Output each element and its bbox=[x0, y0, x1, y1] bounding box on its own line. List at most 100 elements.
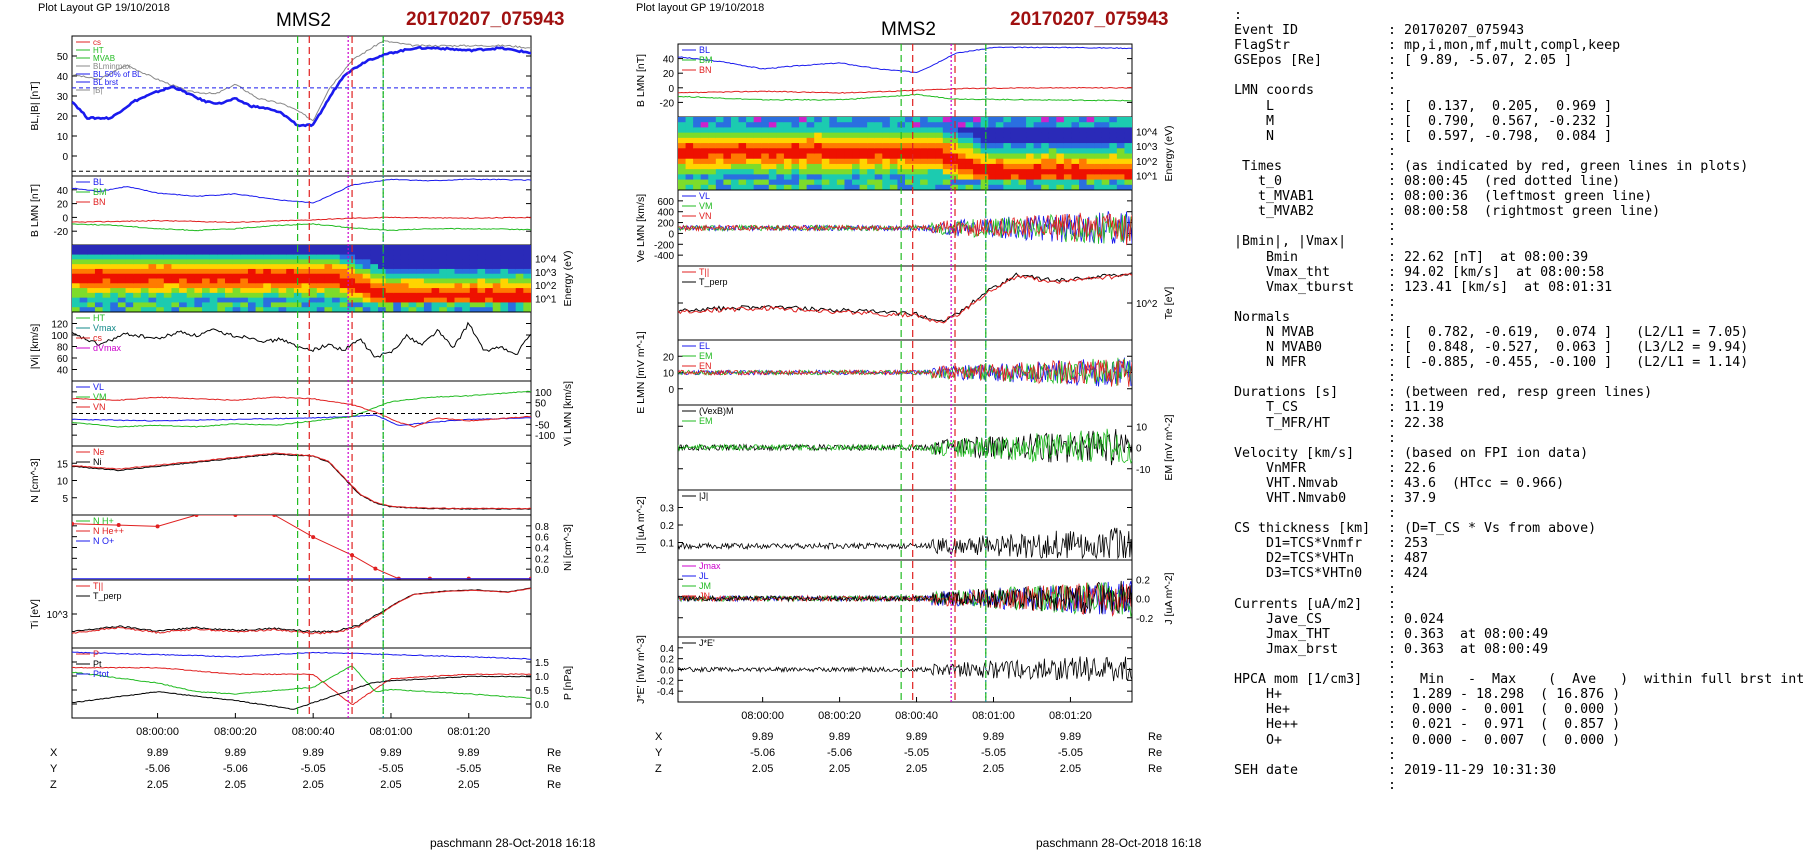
ephemeris-value: 2.05 bbox=[983, 763, 1004, 775]
spectrogram-cell bbox=[462, 259, 471, 265]
spectrogram-cell bbox=[723, 174, 732, 181]
spectrogram-cell bbox=[768, 174, 777, 181]
spectrogram-cell bbox=[179, 268, 188, 275]
spectrogram-cell bbox=[791, 169, 800, 175]
spectrogram-cell bbox=[905, 143, 914, 149]
spectrogram-cell bbox=[1018, 179, 1027, 186]
spectrogram-cell bbox=[240, 264, 249, 270]
spectrogram-cell bbox=[408, 273, 417, 280]
spectrogram-cell bbox=[723, 137, 732, 144]
spectrogram-cell bbox=[485, 278, 494, 284]
spectrogram-cell bbox=[738, 169, 747, 175]
spectrogram-cell bbox=[316, 292, 326, 299]
y-tick-label: 0.0 bbox=[535, 700, 549, 711]
info-sep: : bbox=[1388, 445, 1397, 461]
spectrogram-cell bbox=[477, 288, 486, 294]
spectrogram-cell bbox=[973, 153, 982, 160]
y-tick-label: 0.2 bbox=[660, 521, 674, 532]
spectrogram-cell bbox=[293, 307, 303, 312]
spectrogram-cell bbox=[685, 148, 694, 155]
panel-frame bbox=[677, 404, 1133, 491]
spectrogram-cell bbox=[1079, 117, 1088, 123]
spectrogram-cell bbox=[378, 273, 387, 280]
spectrogram-cell bbox=[1010, 179, 1020, 186]
spectrogram-cell bbox=[738, 137, 747, 144]
spectrogram-cell bbox=[515, 288, 524, 294]
spectrogram-cell bbox=[454, 264, 463, 270]
spectrogram-cell bbox=[232, 302, 241, 308]
spectrogram-cell bbox=[995, 117, 1004, 123]
spectrogram-cell bbox=[1079, 174, 1088, 181]
spectrogram-cell bbox=[1124, 127, 1132, 134]
spectrogram-cell bbox=[324, 249, 333, 256]
spectrogram-cell bbox=[1033, 158, 1042, 165]
spectrogram-cell bbox=[1086, 148, 1095, 155]
spectrogram-cell bbox=[799, 174, 808, 181]
spectrogram-cell bbox=[1079, 132, 1088, 139]
spectrogram-cell bbox=[799, 117, 808, 123]
spectrogram-cell bbox=[995, 184, 1004, 190]
spectrogram-cell bbox=[87, 273, 96, 280]
y-axis-label: Energy (eV) bbox=[562, 250, 574, 306]
ephemeris-value: -5.06 bbox=[750, 747, 775, 759]
spectrogram-cell bbox=[806, 163, 815, 170]
spectrogram-cell bbox=[1109, 122, 1118, 129]
spectrogram-cell bbox=[700, 127, 709, 134]
spectrogram-cell bbox=[1124, 122, 1132, 129]
spectrogram-cell bbox=[186, 302, 195, 308]
spectrogram-cell bbox=[1010, 143, 1020, 149]
spectrogram-cell bbox=[370, 268, 379, 275]
spectrogram-cell bbox=[678, 153, 687, 160]
spectrogram-cell bbox=[995, 158, 1004, 165]
spectrogram-cell bbox=[776, 169, 785, 175]
spectrogram-cell bbox=[980, 169, 989, 175]
y-axis-label: |Vi| [km/s] bbox=[29, 324, 41, 370]
spectrogram-cell bbox=[753, 137, 762, 144]
info-value: 43.6 (HTcc = 0.966) bbox=[1404, 475, 1565, 491]
spectrogram-cell bbox=[179, 307, 188, 312]
spectrogram-cell bbox=[753, 158, 762, 165]
spectrogram-cell bbox=[1056, 163, 1065, 170]
spectrogram-cell bbox=[708, 143, 717, 149]
panel-Ti: 10^3Ti [eV]T||T_perp bbox=[29, 579, 532, 649]
legend-label: P bbox=[93, 649, 99, 659]
ephemeris-value: 9.89 bbox=[829, 731, 850, 743]
spectrogram-cell bbox=[1018, 117, 1027, 123]
spectrogram-cell bbox=[1124, 179, 1132, 186]
spectrogram-cell bbox=[477, 245, 486, 251]
spectrogram-cell bbox=[186, 278, 195, 284]
panel-electron-spectrogram: 10^110^210^310^4 Energy (eV) bbox=[677, 116, 1175, 191]
spectrogram-cell bbox=[1094, 179, 1103, 186]
spectrogram-cell bbox=[87, 283, 96, 289]
spectrogram-cell bbox=[286, 268, 295, 275]
spectrogram-cell bbox=[454, 245, 463, 251]
spectrogram-cell bbox=[255, 259, 264, 265]
spectrogram-cell bbox=[852, 174, 861, 181]
spectrogram-cell bbox=[94, 268, 104, 275]
spectrogram-cell bbox=[1124, 174, 1132, 181]
spectrogram-cell bbox=[316, 307, 326, 312]
spectrogram-cell bbox=[286, 254, 295, 260]
info-key: D1=TCS*Vnmfr bbox=[1234, 536, 1363, 552]
spectrogram-cell bbox=[209, 268, 218, 275]
spectrogram-cell bbox=[355, 245, 364, 251]
spectrogram-cell bbox=[133, 307, 142, 312]
spectrogram-cell bbox=[163, 268, 173, 275]
spectrogram-cell bbox=[678, 137, 687, 144]
spectrogram-cell bbox=[163, 245, 173, 251]
spectrogram-cell bbox=[844, 132, 853, 139]
y-tick-label: 0 bbox=[1136, 444, 1142, 455]
series-line-bn bbox=[678, 86, 1132, 94]
spectrogram-cell bbox=[301, 302, 310, 308]
spectrogram-cell bbox=[730, 153, 740, 160]
spectrogram-cell bbox=[776, 163, 785, 170]
spectrogram-cell bbox=[821, 132, 830, 139]
spectrogram-cell bbox=[1018, 153, 1027, 160]
ephemeris-value: 2.05 bbox=[458, 779, 479, 791]
spectrogram-cell bbox=[225, 283, 234, 289]
info-key: N MVAB0 bbox=[1234, 340, 1323, 356]
spectrogram-cell bbox=[1116, 174, 1126, 181]
spectrogram-cell bbox=[523, 292, 531, 299]
spectrogram-cell bbox=[355, 297, 364, 304]
spectrogram-cell bbox=[148, 273, 157, 280]
